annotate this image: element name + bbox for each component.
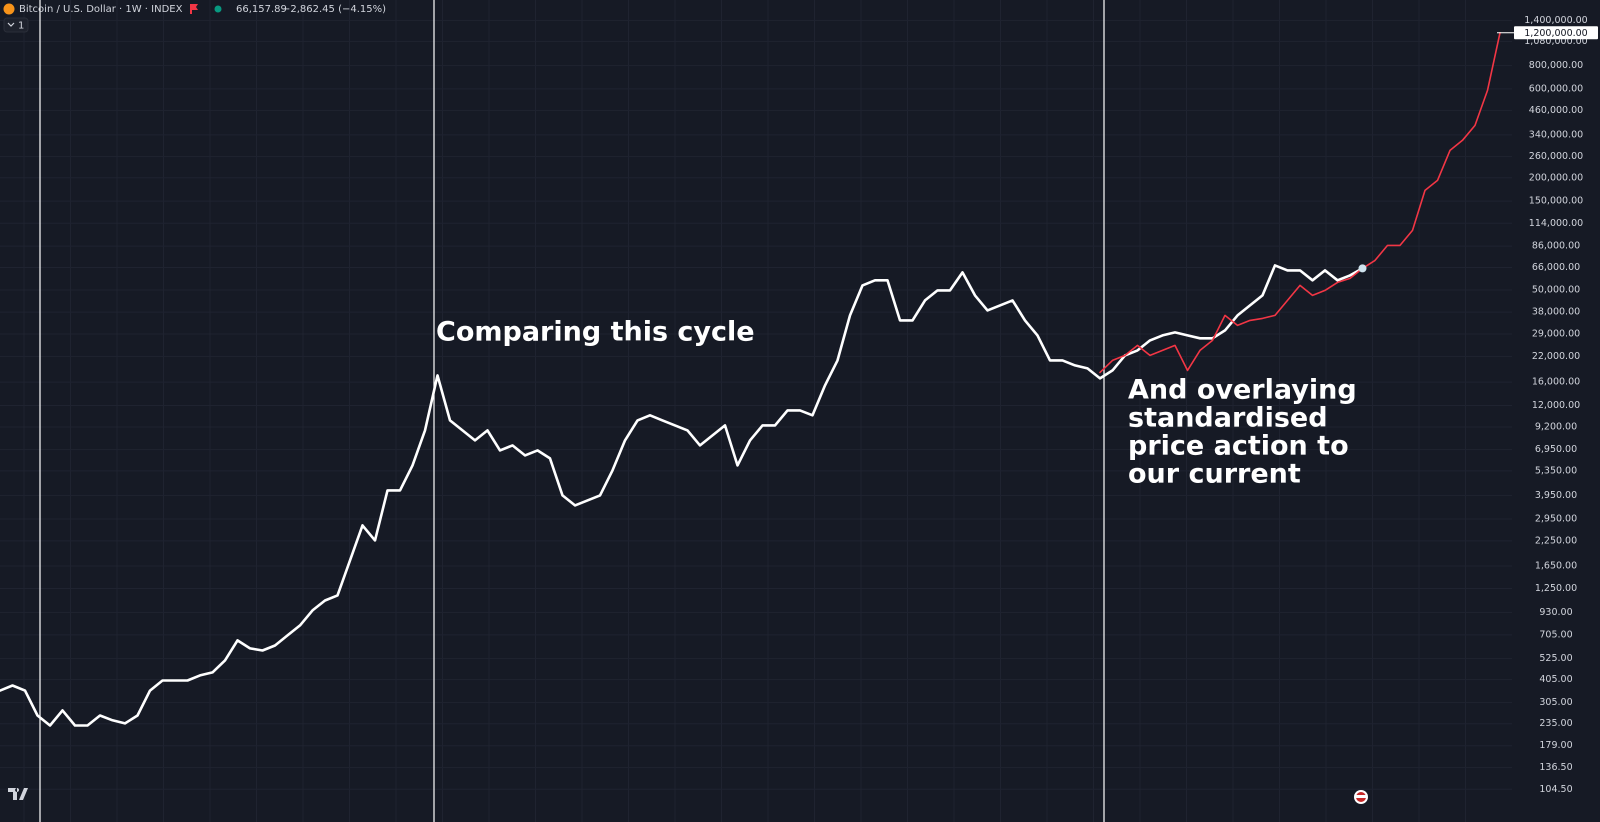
y-tick-label: 1,400,000.00	[1524, 15, 1587, 26]
collapse-button[interactable]	[3, 17, 29, 33]
grid	[0, 0, 1512, 822]
price-change: −2,862.45 (−4.15%)	[282, 4, 386, 15]
price-line	[1099, 31, 1501, 374]
y-tick-label: 525.00	[1539, 653, 1572, 664]
y-tick-label: 600,000.00	[1529, 83, 1583, 94]
indicator-count: 1	[18, 21, 24, 32]
symbol-icon	[3, 3, 15, 15]
y-tick-label: 29,000.00	[1532, 329, 1580, 340]
y-tick-label: 66,000.00	[1532, 262, 1580, 273]
y-tick-label: 460,000.00	[1529, 105, 1583, 116]
plot	[0, 31, 1501, 727]
y-tick-label: 5,350.00	[1535, 465, 1577, 476]
y-tick-label: 9,200.00	[1535, 421, 1577, 432]
flag-icon	[190, 4, 198, 14]
price-axis-labels: 104.50 136.50 179.00 235.00 305.00 405.00 525.…	[1497, 15, 1598, 795]
price-line	[0, 264, 1364, 727]
y-tick-label: 12,000.00	[1532, 400, 1580, 411]
y-tick-label: 260,000.00	[1529, 151, 1583, 162]
price: 66,157.89	[236, 4, 287, 15]
annotation: price action to	[1128, 431, 1349, 462]
y-tick-label: 16,000.00	[1532, 377, 1580, 388]
annotation: standardised	[1128, 403, 1328, 434]
y-tick-label: 1,650.00	[1535, 561, 1577, 572]
annotation: And overlaying	[1128, 375, 1357, 406]
symbol-title: Bitcoin / U.S. Dollar · 1W · INDEX	[19, 4, 183, 15]
y-tick-label: 38,000.00	[1532, 307, 1580, 318]
y-tick-label: 104.50	[1539, 784, 1572, 795]
y-tick-label: 235.00	[1539, 718, 1572, 729]
legend-header: Bitcoin / U.S. Dollar · 1W · INDEX 66,15…	[3, 3, 386, 33]
y-tick-label: 305.00	[1539, 697, 1572, 708]
logo-mark	[8, 788, 28, 800]
y-tick-label: 2,950.00	[1535, 513, 1577, 524]
cycle-markers	[39, 0, 1105, 822]
y-tick-label: 340,000.00	[1529, 129, 1583, 140]
chevron-icon	[7, 22, 15, 27]
tradingview-logo	[8, 788, 28, 800]
y-tick-label: 200,000.00	[1529, 172, 1583, 183]
y-tick-label: 405.00	[1539, 674, 1572, 685]
y-tick-label: 179.00	[1539, 740, 1572, 751]
price-label-box	[1514, 26, 1598, 40]
y-tick-label: 6,950.00	[1535, 444, 1577, 455]
y-tick-label: 930.00	[1539, 607, 1572, 618]
event-stripe	[1356, 795, 1366, 798]
annotation: our current	[1128, 459, 1301, 490]
y-tick-label: 22,000.00	[1532, 351, 1580, 362]
y-tick-label: 3,950.00	[1535, 490, 1577, 501]
y-tick-label: 50,000.00	[1532, 284, 1580, 295]
y-tick-label: 136.50	[1539, 762, 1572, 773]
last-point	[1358, 264, 1367, 273]
annotation: Comparing this cycle	[436, 317, 755, 348]
y-tick-label: 114,000.00	[1529, 218, 1583, 229]
y-tick-label: 705.00	[1539, 629, 1572, 640]
y-tick-label: 2,250.00	[1535, 535, 1577, 546]
event-icon[interactable]	[1354, 790, 1368, 804]
market-status	[214, 5, 222, 13]
y-tick-label: 1,080,000.00	[1524, 36, 1587, 47]
price-axis	[1512, 0, 1600, 822]
y-tick-label: 800,000.00	[1529, 60, 1583, 71]
y-tick-label: 86,000.00	[1532, 241, 1580, 252]
y-tick-label: 150,000.00	[1529, 196, 1583, 207]
price-label: 1,200,000.00	[1524, 28, 1587, 39]
annotations: Comparing this cycle And overlayingstanda…	[436, 317, 1357, 490]
y-tick-label: 1,250.00	[1535, 583, 1577, 594]
